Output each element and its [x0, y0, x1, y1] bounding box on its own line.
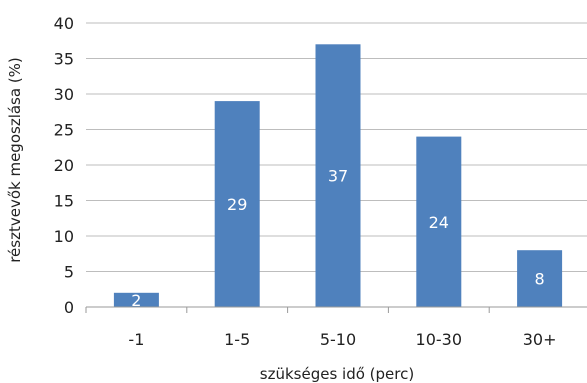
x-tick-label: -1 — [128, 330, 144, 349]
bars: 2 29 37 24 8 — [113, 44, 563, 310]
bar — [214, 101, 260, 307]
x-axis-title: szükséges idő (perc) — [260, 365, 414, 383]
y-tick-label: 40 — [54, 14, 74, 33]
y-tick-label: 5 — [64, 263, 74, 282]
data-label: 2 — [131, 291, 141, 310]
y-tick-label: 35 — [54, 50, 74, 69]
y-tick-label: 20 — [54, 156, 74, 175]
x-tick-label: 1-5 — [224, 330, 250, 349]
y-axis-title: résztvevők megoszlása (%) — [6, 57, 24, 263]
bar — [315, 44, 361, 308]
data-label: 37 — [328, 167, 348, 186]
y-tick-label: 10 — [54, 227, 74, 246]
x-tick-label: 30+ — [523, 330, 557, 349]
x-axis-ticks: -1 1-5 5-10 10-30 30+ — [128, 330, 556, 349]
bar — [113, 292, 159, 307]
y-tick-label: 30 — [54, 85, 74, 104]
y-axis-ticks: 0 5 10 15 20 25 30 35 40 — [54, 14, 74, 317]
bar — [517, 250, 563, 307]
bar — [416, 136, 462, 307]
data-label: 29 — [227, 195, 247, 214]
y-tick-label: 15 — [54, 192, 74, 211]
x-axis — [85, 306, 587, 313]
y-tick-label: 25 — [54, 121, 74, 140]
data-label: 24 — [429, 213, 449, 232]
data-label: 8 — [535, 270, 545, 289]
x-tick-label: 10-30 — [416, 330, 463, 349]
x-tick-label: 5-10 — [320, 330, 356, 349]
y-tick-label: 0 — [64, 298, 74, 317]
